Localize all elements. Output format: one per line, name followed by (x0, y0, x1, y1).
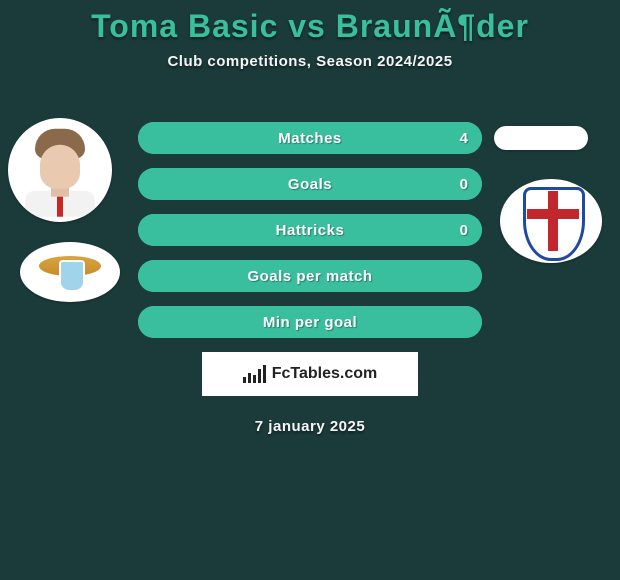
stat-label: Goals per match (138, 260, 482, 292)
stat-row: Min per goal (138, 306, 482, 338)
player-right-avatar (494, 126, 588, 150)
stat-label: Goals (138, 168, 482, 200)
stat-row: Goals per match (138, 260, 482, 292)
page-title: Toma Basic vs BraunÃ¶der (0, 0, 620, 45)
stat-value: 4 (460, 122, 468, 154)
player-right-club-crest (500, 179, 602, 263)
face-icon (25, 129, 95, 215)
stat-label: Min per goal (138, 306, 482, 338)
brand-badge[interactable]: FcTables.com (202, 352, 418, 396)
stats-list: Matches 4 Goals 0 Hattricks 0 Goals per … (138, 122, 482, 352)
lazio-crest-icon (39, 252, 101, 292)
como-crest-icon (523, 187, 579, 255)
stat-value: 0 (460, 168, 468, 200)
brand-text: FcTables.com (272, 365, 378, 383)
stat-value: 0 (460, 214, 468, 246)
stat-label: Hattricks (138, 214, 482, 246)
player-left-avatar (8, 118, 112, 222)
stat-row: Goals 0 (138, 168, 482, 200)
page-subtitle: Club competitions, Season 2024/2025 (0, 53, 620, 70)
player-left-club-crest (20, 242, 120, 302)
bar-chart-icon (243, 365, 266, 383)
stat-label: Matches (138, 122, 482, 154)
stat-row: Matches 4 (138, 122, 482, 154)
comparison-card: Toma Basic vs BraunÃ¶der Club competitio… (0, 0, 620, 580)
stat-row: Hattricks 0 (138, 214, 482, 246)
date-label: 7 january 2025 (0, 418, 620, 435)
